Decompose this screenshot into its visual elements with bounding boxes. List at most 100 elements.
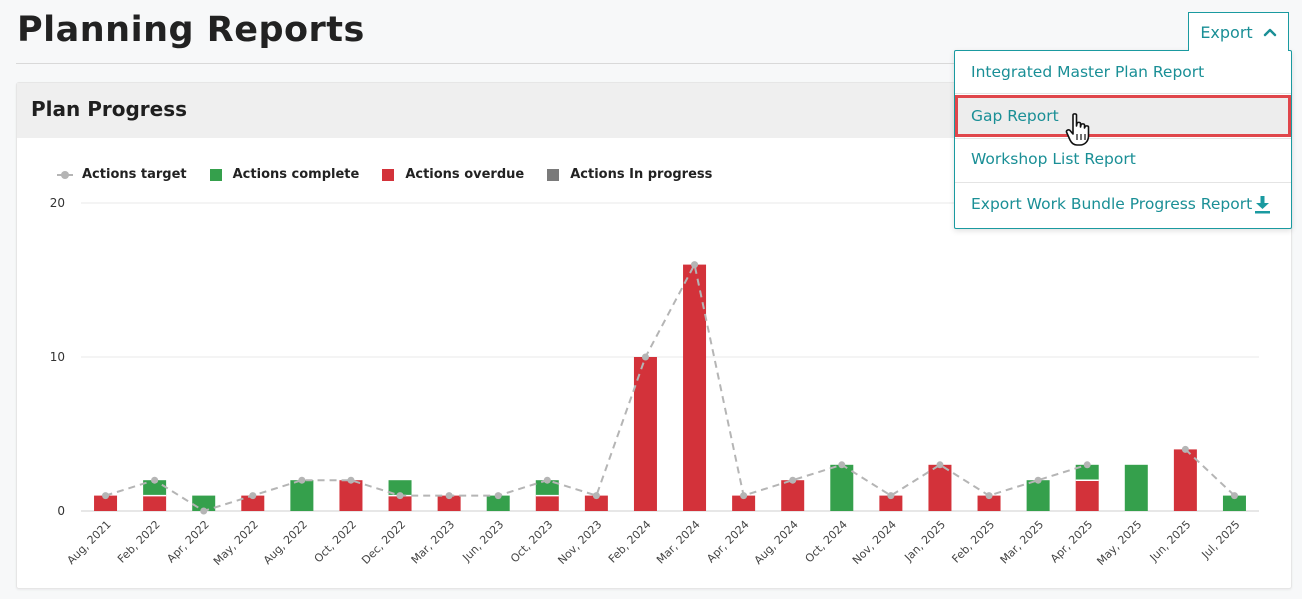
target-point [740, 492, 748, 500]
target-point [494, 492, 502, 500]
bar-complete [830, 464, 854, 511]
title-divider [16, 63, 1290, 64]
legend-label-overdue: Actions overdue [405, 167, 525, 182]
bar-complete [290, 480, 314, 511]
x-tick-label: Apr, 2022 [164, 518, 211, 565]
target-point [1230, 492, 1238, 500]
hand-pointer-cursor-icon [1065, 113, 1090, 146]
x-tick-label: Jun, 2025 [1147, 518, 1194, 565]
bar-complete [486, 495, 510, 511]
x-tick-label: Oct, 2022 [312, 518, 359, 565]
x-tick-label: Aug, 2021 [65, 518, 114, 567]
legend-swatch-complete [209, 168, 222, 181]
target-point [1034, 476, 1042, 484]
x-tick-label: Jun, 2023 [460, 518, 507, 565]
x-tick-label: Aug, 2024 [752, 518, 801, 567]
x-tick-label: Feb, 2025 [949, 518, 997, 566]
bar-complete [1026, 480, 1050, 511]
legend-label-in-progress: Actions In progress [570, 167, 713, 182]
export-button[interactable]: Export [1188, 12, 1289, 51]
chart-legend: Actions target Actions complete Actions … [57, 167, 735, 182]
menu-item-label: Export Work Bundle Progress Report [971, 195, 1253, 213]
menu-divider [955, 138, 1291, 139]
bar-overdue [781, 480, 805, 511]
x-tick-label: Nov, 2023 [555, 518, 604, 567]
legend-item-complete[interactable]: Actions complete [209, 167, 360, 182]
x-tick-label: Mar, 2023 [409, 518, 458, 567]
legend-item-in-progress[interactable]: Actions In progress [547, 167, 712, 182]
target-point [641, 353, 649, 361]
legend-swatch-in-progress [547, 168, 560, 181]
target-point [592, 492, 600, 500]
target-line [105, 261, 1236, 513]
target-point [543, 476, 551, 484]
bar-overdue [535, 495, 559, 511]
x-tick-label: Jan, 2025 [901, 518, 948, 565]
target-point [691, 261, 699, 269]
target-point [298, 476, 306, 484]
download-icon [1255, 196, 1270, 214]
bar-overdue [584, 495, 608, 511]
bar-overdue [732, 495, 756, 511]
bar-overdue [339, 480, 363, 511]
bar-overdue [879, 495, 903, 511]
target-point [1083, 461, 1091, 469]
x-tick-label: Jul, 2025 [1199, 518, 1243, 562]
target-point [102, 492, 110, 500]
bar-overdue [633, 357, 657, 511]
export-menu: Integrated Master Plan Report Gap Report… [954, 50, 1292, 229]
x-tick-label: May, 2022 [211, 518, 261, 568]
y-tick-label: 20 [50, 196, 65, 210]
menu-item-workshop-list-report[interactable]: Workshop List Report [971, 150, 1136, 168]
legend-swatch-target [57, 169, 73, 181]
x-tick-label: Aug, 2022 [261, 518, 310, 567]
x-tick-label: Feb, 2024 [606, 518, 654, 566]
legend-label-target: Actions target [82, 167, 187, 182]
y-tick-label: 10 [50, 350, 65, 364]
x-tick-label: Nov, 2024 [850, 518, 899, 567]
x-tick-label: Feb, 2022 [115, 518, 163, 566]
menu-item-integrated-master-plan-report[interactable]: Integrated Master Plan Report [971, 63, 1205, 81]
bar-overdue [1173, 449, 1197, 511]
menu-divider [955, 182, 1291, 183]
bar-complete [1124, 464, 1148, 511]
menu-item-export-work-bundle-progress-report[interactable]: Export Work Bundle Progress Report [955, 183, 1291, 225]
target-point [1181, 445, 1189, 453]
chevron-up-icon [1263, 28, 1276, 37]
y-tick-label: 0 [57, 504, 65, 518]
x-tick-label: Mar, 2024 [654, 518, 703, 567]
legend-swatch-overdue [382, 168, 395, 181]
legend-label-complete: Actions complete [232, 167, 360, 182]
bar-complete [1075, 464, 1099, 481]
bar-overdue [241, 495, 265, 511]
target-point [249, 492, 257, 500]
bar-complete [143, 480, 167, 496]
target-point [347, 476, 355, 484]
legend-item-overdue[interactable]: Actions overdue [382, 167, 524, 182]
bar-complete [1222, 495, 1246, 511]
target-point [396, 492, 404, 500]
bar-complete [535, 480, 559, 496]
target-point [985, 492, 993, 500]
x-tick-label: Dec, 2022 [359, 518, 408, 567]
page-title: Planning Reports [17, 10, 365, 50]
target-point [445, 492, 453, 500]
legend-item-target[interactable]: Actions target [57, 167, 187, 182]
bar-overdue [1075, 480, 1099, 511]
bar-overdue [94, 495, 118, 511]
target-point [887, 492, 895, 500]
menu-item-gap-report[interactable]: Gap Report [955, 95, 1291, 137]
bar-overdue [143, 495, 167, 511]
target-point [200, 507, 208, 515]
x-tick-label: Apr, 2025 [1048, 518, 1095, 565]
x-tick-label: Oct, 2023 [508, 518, 555, 565]
bar-overdue [388, 495, 412, 511]
target-point [936, 461, 944, 469]
bar-complete [388, 480, 412, 496]
export-button-label: Export [1200, 22, 1253, 42]
plan-progress-chart: 0 10 20 Aug, 2021 Feb, 2022 Apr, 2022 May, 202… [50, 196, 1259, 568]
bar-overdue [977, 495, 1001, 511]
target-point [789, 476, 797, 484]
target-point [151, 476, 159, 484]
menu-divider [955, 93, 1291, 94]
